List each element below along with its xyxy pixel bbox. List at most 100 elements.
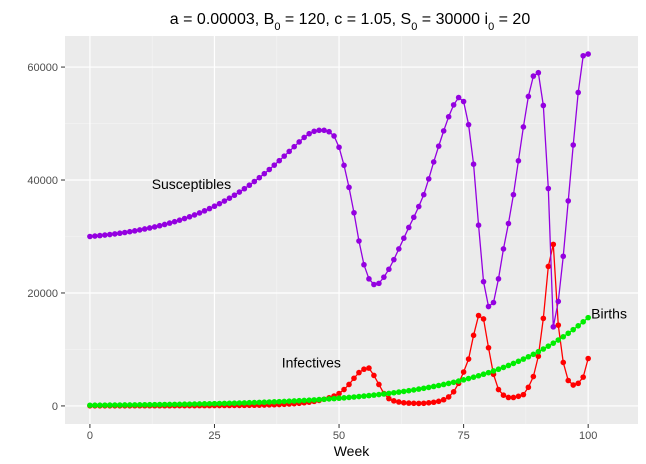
data-point-infectives xyxy=(366,365,372,371)
data-point-births xyxy=(102,402,108,408)
data-point-infectives xyxy=(470,332,477,339)
data-point-births xyxy=(510,360,517,367)
data-point-births xyxy=(236,400,243,406)
data-point-susceptibles xyxy=(216,200,223,207)
data-point-births xyxy=(540,346,547,352)
data-point-susceptibles xyxy=(181,215,188,222)
data-point-births xyxy=(196,401,203,407)
data-point-susceptibles xyxy=(266,166,273,173)
data-point-infectives xyxy=(465,356,472,362)
data-point-susceptibles xyxy=(520,124,527,130)
data-point-births xyxy=(87,402,93,409)
data-point-births xyxy=(435,382,442,389)
x-tick-label: 75 xyxy=(457,430,469,442)
data-point-susceptibles xyxy=(296,139,302,145)
data-point-susceptibles xyxy=(221,198,228,204)
data-point-births xyxy=(381,391,387,397)
data-point-births xyxy=(321,396,327,403)
data-point-births xyxy=(505,362,512,369)
data-point-infectives xyxy=(575,380,582,387)
data-point-births xyxy=(241,400,248,406)
data-point-susceptibles xyxy=(406,224,412,231)
data-point-infectives xyxy=(530,373,537,380)
data-point-susceptibles xyxy=(490,299,497,306)
data-point-infectives xyxy=(425,400,432,406)
data-point-births xyxy=(550,340,557,346)
data-point-susceptibles xyxy=(440,128,447,134)
data-point-susceptibles xyxy=(401,235,407,241)
data-point-infectives xyxy=(396,399,402,405)
data-point-susceptibles xyxy=(346,184,352,191)
data-point-infectives xyxy=(555,322,562,328)
annotation-layer: Susceptibles Infectives Births xyxy=(152,176,627,370)
data-point-susceptibles xyxy=(316,127,322,134)
data-point-births xyxy=(386,390,392,397)
data-point-infectives xyxy=(500,392,507,399)
data-point-births xyxy=(535,348,542,355)
data-point-susceptibles xyxy=(136,227,143,233)
data-point-susceptibles xyxy=(565,198,572,204)
data-point-births xyxy=(396,389,402,395)
data-point-susceptibles xyxy=(585,51,591,57)
data-point-births xyxy=(545,343,552,349)
data-point-infectives xyxy=(515,393,522,400)
data-point-susceptibles xyxy=(226,195,233,201)
data-point-infectives xyxy=(495,386,502,393)
data-point-births xyxy=(206,400,213,407)
data-point-susceptibles xyxy=(241,185,248,192)
data-point-susceptibles xyxy=(301,134,307,141)
data-point-births xyxy=(470,374,477,380)
data-point-births xyxy=(336,395,342,402)
data-point-infectives xyxy=(480,316,487,322)
data-point-susceptibles xyxy=(435,143,442,149)
data-point-births xyxy=(401,388,407,395)
data-point-births xyxy=(296,397,302,404)
x-tick-label: 0 xyxy=(87,430,93,442)
data-point-susceptibles xyxy=(560,253,567,260)
data-point-infectives xyxy=(336,390,342,397)
data-point-susceptibles xyxy=(271,162,278,168)
data-point-susceptibles xyxy=(236,189,243,195)
data-point-susceptibles xyxy=(261,170,268,177)
data-point-births xyxy=(415,386,422,392)
annotation-births: Births xyxy=(591,305,627,321)
data-point-births xyxy=(440,381,447,388)
data-point-susceptibles xyxy=(336,144,342,151)
data-point-births xyxy=(141,401,148,408)
data-point-births xyxy=(231,400,238,406)
data-point-births xyxy=(425,384,432,391)
axes-layer: 0 25 50 75 100 0 20000 40000 60000 xyxy=(27,62,597,442)
x-tick-label: 25 xyxy=(208,430,220,442)
data-point-infectives xyxy=(540,315,547,322)
data-point-births xyxy=(515,358,522,365)
data-point-births xyxy=(301,397,307,404)
data-point-infectives xyxy=(430,399,437,406)
data-point-susceptibles xyxy=(386,266,392,273)
data-point-births xyxy=(316,396,322,403)
data-point-susceptibles xyxy=(87,233,93,240)
data-point-births xyxy=(490,368,497,374)
data-point-infectives xyxy=(346,381,352,388)
data-point-susceptibles xyxy=(470,161,477,167)
data-point-susceptibles xyxy=(410,214,417,221)
data-point-susceptibles xyxy=(366,276,372,282)
data-point-births xyxy=(575,323,582,329)
data-point-births xyxy=(455,378,462,384)
data-point-susceptibles xyxy=(326,128,332,135)
data-point-susceptibles xyxy=(575,89,582,96)
data-point-births xyxy=(126,402,133,408)
data-point-susceptibles xyxy=(550,324,557,330)
annotation-susceptibles: Susceptibles xyxy=(152,176,231,192)
data-point-susceptibles xyxy=(256,174,263,181)
data-point-births xyxy=(331,395,337,402)
data-point-susceptibles xyxy=(97,232,103,239)
title-part-s: = 30000 i xyxy=(417,11,488,28)
data-point-births xyxy=(161,401,168,408)
data-point-susceptibles xyxy=(530,73,537,79)
data-point-susceptibles xyxy=(555,298,562,305)
data-point-susceptibles xyxy=(505,220,512,227)
data-point-births xyxy=(121,402,128,408)
data-point-susceptibles xyxy=(311,128,317,135)
data-point-susceptibles xyxy=(500,246,507,252)
data-point-susceptibles xyxy=(376,280,382,287)
